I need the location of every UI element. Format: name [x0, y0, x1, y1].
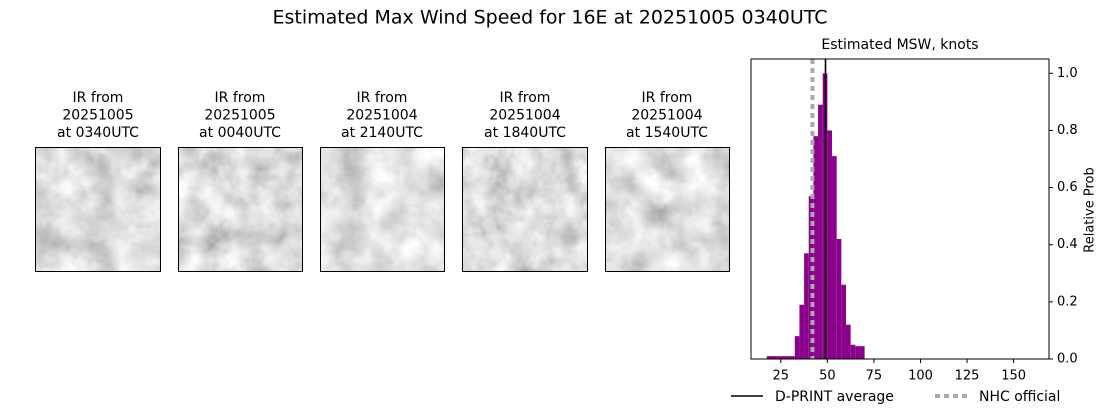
panel-title: 20251004	[489, 108, 560, 124]
bar	[855, 346, 860, 359]
bar	[827, 130, 833, 359]
bar	[799, 304, 805, 359]
x-tick-label: 100	[908, 369, 933, 384]
plot-frame	[750, 58, 1050, 360]
panel-title: at 0040UTC	[199, 125, 281, 141]
panel-title: 20251004	[346, 108, 417, 124]
panel-title: at 0340UTC	[57, 125, 139, 141]
x-tick-label: 150	[1001, 369, 1026, 384]
bar	[771, 356, 777, 359]
panel-title: 20251004	[631, 108, 702, 124]
y-tick-label: 0.0	[1057, 352, 1078, 367]
image-frame	[462, 147, 588, 272]
panel-title: IR from	[215, 90, 266, 106]
chart-title: Estimated MSW, knots	[821, 37, 978, 53]
x-tick-label: 75	[866, 369, 883, 384]
legend-label: D-PRINT average	[775, 389, 894, 405]
panel-title: at 2140UTC	[341, 125, 423, 141]
panel-title: 20251005	[62, 108, 133, 124]
bar	[850, 344, 856, 359]
panel-title: IR from	[642, 90, 693, 106]
image-frame	[605, 147, 730, 272]
bar	[818, 104, 823, 359]
bar	[841, 284, 846, 359]
y-axis-label: Relative Prob	[1083, 167, 1098, 252]
panel-title: at 1540UTC	[626, 125, 708, 141]
ir-image	[320, 147, 444, 271]
ir-image	[605, 147, 729, 271]
panel-title: IR from	[357, 90, 408, 106]
y-tick-label: 0.2	[1057, 294, 1078, 309]
ir-images	[35, 147, 730, 272]
panel-title: IR from	[500, 90, 551, 106]
ir-image	[462, 147, 587, 271]
image-frame	[35, 147, 161, 272]
panel-title: 20251005	[204, 108, 275, 124]
bar	[785, 356, 791, 359]
y-tick-label: 0.6	[1057, 180, 1078, 195]
ir-image	[178, 147, 302, 271]
bar	[832, 156, 837, 359]
panel-title: IR from	[73, 90, 124, 106]
bar	[794, 336, 800, 359]
bar	[776, 356, 781, 359]
bar	[859, 346, 865, 359]
x-tick-label: 50	[819, 369, 836, 384]
y-tick-label: 1.0	[1057, 66, 1078, 81]
image-frame	[178, 147, 303, 272]
ir-image	[35, 147, 160, 271]
bar	[780, 356, 786, 359]
legend-label: NHC official	[979, 389, 1060, 405]
y-tick-label: 0.4	[1057, 237, 1078, 252]
x-tick-label: 125	[955, 369, 980, 384]
bar	[836, 239, 842, 359]
x-tick-label: 25	[773, 369, 790, 384]
y-tick-label: 0.8	[1057, 123, 1078, 138]
bar	[790, 356, 795, 359]
bar	[845, 324, 851, 359]
image-frame	[320, 147, 445, 272]
bar	[804, 253, 809, 359]
figure-title: Estimated Max Wind Speed for 16E at 2025…	[272, 7, 827, 29]
bar	[766, 356, 772, 359]
bar	[813, 136, 819, 359]
panel-title: at 1840UTC	[484, 125, 566, 141]
